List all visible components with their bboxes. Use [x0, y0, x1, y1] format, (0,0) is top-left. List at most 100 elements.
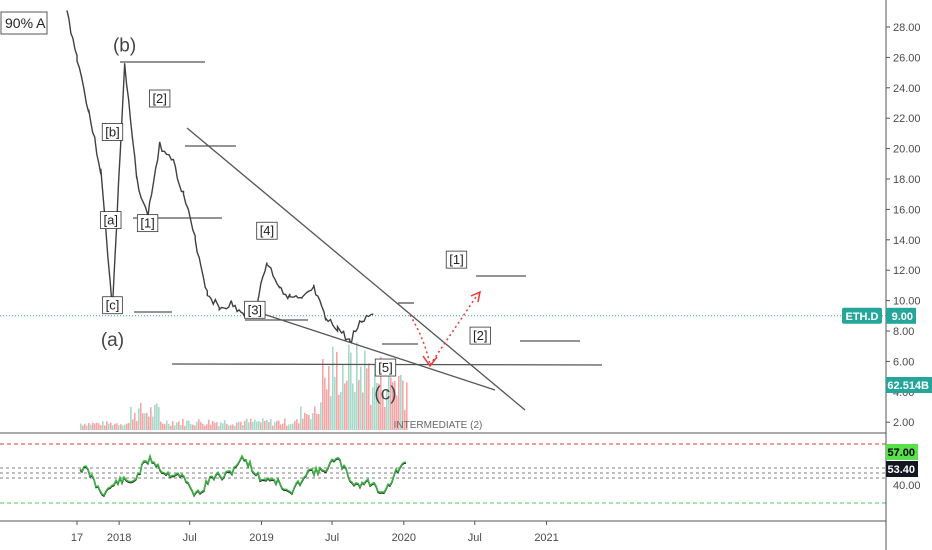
- volume-bar: [228, 425, 230, 430]
- volume-bar: [218, 425, 220, 430]
- volume-bar: [390, 377, 392, 430]
- volume-bar: [250, 418, 252, 430]
- volume-bar: [292, 423, 294, 430]
- volume-bar: [254, 419, 256, 430]
- volume-bar: [164, 424, 166, 430]
- volume-bar: [278, 420, 280, 430]
- volume-bar: [350, 352, 352, 430]
- volume-bar: [312, 413, 314, 430]
- volume-bar: [162, 423, 164, 430]
- volume-bar: [370, 404, 372, 430]
- wave-label-box: [256, 221, 278, 240]
- volume-bar: [180, 424, 182, 430]
- volume-bar: [82, 425, 84, 430]
- volume-bar: [134, 412, 136, 430]
- volume-bar: [122, 425, 124, 430]
- volume-bar: [108, 423, 110, 430]
- price-tick-label-0: 28.00: [893, 22, 921, 34]
- volume-bar: [284, 418, 286, 430]
- volume-tag-bg: [886, 377, 932, 393]
- volume-bar: [124, 424, 126, 430]
- volume-bar: [362, 392, 364, 430]
- volume-bar: [150, 407, 152, 430]
- volume-bar: [310, 419, 312, 430]
- rsi-line: [79, 453, 407, 497]
- rsi-panel: [0, 432, 886, 522]
- volume-bar: [168, 423, 170, 430]
- time-axis[interactable]: 17 2018 Jul 2019 Jul 2020 Jul 2021: [71, 521, 559, 544]
- price-tick-label-13: 2.00: [893, 417, 914, 429]
- volume-bar: [380, 356, 382, 430]
- volume-bar: [366, 368, 368, 430]
- volume-bar: [274, 422, 276, 430]
- volume-bar: [210, 424, 212, 430]
- volume-bar: [246, 418, 248, 430]
- time-tick-label-0: 17: [71, 532, 83, 544]
- volume-bar: [282, 423, 284, 430]
- volume-bar: [242, 425, 244, 430]
- volume-bar: [276, 420, 278, 430]
- price-tick-label-7: 14.00: [893, 235, 921, 247]
- volume-bar: [116, 423, 118, 430]
- wave-label-box: [100, 211, 122, 230]
- projection-up: [429, 293, 479, 366]
- volume-bar: [406, 382, 408, 430]
- volume-bar: [98, 423, 100, 430]
- volume-bar: [340, 391, 342, 430]
- volume-bar: [324, 377, 326, 430]
- wave-annotations: (b) [b] [a] [c] (a) [2] [1] [4] [3] [5] (c) [1] [2] I…: [100, 35, 491, 431]
- volume-bar: [144, 413, 146, 430]
- time-tick-label-7: 2021: [534, 532, 558, 544]
- current-price-tag: 9.00: [892, 311, 913, 323]
- zoom-badge[interactable]: 90% A: [0, 11, 48, 35]
- time-tick-label-5: 2020: [392, 532, 416, 544]
- volume-bar: [114, 423, 116, 430]
- volume-bar: [298, 423, 300, 430]
- volume-bar: [338, 394, 340, 430]
- price-tick-label-8: 12.00: [893, 265, 921, 277]
- wave-label-box: [374, 358, 397, 377]
- volume-bar: [374, 364, 376, 430]
- rsi-tag-1-bg: [886, 444, 918, 460]
- volume-bar: [140, 402, 142, 430]
- wave-label-6: [1]: [140, 216, 154, 231]
- wave-label-box: [445, 250, 468, 269]
- volume-bar: [290, 424, 292, 430]
- volume-bar: [198, 419, 200, 430]
- volume-bar: [400, 374, 402, 430]
- wave-label-3: [c]: [106, 298, 120, 313]
- wave-label-box: [469, 326, 491, 345]
- volume-bar: [160, 421, 162, 430]
- wave-label-box: [136, 214, 159, 233]
- volume-bar: [356, 342, 358, 430]
- volume-bar: [118, 425, 120, 430]
- volume-bar: [186, 420, 188, 430]
- wave-line: [244, 307, 496, 391]
- volume-bar: [332, 346, 334, 430]
- volume-bar: [226, 423, 228, 430]
- wave-label-0: (b): [113, 35, 136, 56]
- volume-bar: [100, 425, 102, 430]
- volume-bar: [190, 424, 192, 430]
- wave-label-10: (c): [374, 383, 396, 404]
- price-series: [66, 10, 374, 344]
- price-axis[interactable]: 28.00 26.00 24.00 22.00 20.00 18.00 16.00 14.00…: [885, 0, 921, 550]
- price-tick-label-5: 18.00: [893, 174, 921, 186]
- volume-bar: [252, 422, 254, 430]
- wave-label-box: [101, 123, 124, 141]
- wave-label-9: [5]: [378, 360, 392, 375]
- volume-bar: [314, 406, 316, 430]
- volume-bar: [192, 424, 194, 430]
- volume-bar: [200, 422, 202, 430]
- wave-label-7: [4]: [260, 223, 274, 238]
- volume-bar: [322, 358, 324, 430]
- wave-label-box: [149, 89, 171, 108]
- price-tick-label-3: 22.00: [893, 113, 921, 125]
- volume-bar: [110, 422, 112, 430]
- volume-bar: [354, 392, 356, 430]
- volume-bar: [224, 420, 226, 430]
- volume-bar: [346, 380, 348, 430]
- volume-bar: [304, 412, 306, 430]
- volume-bar: [230, 425, 232, 430]
